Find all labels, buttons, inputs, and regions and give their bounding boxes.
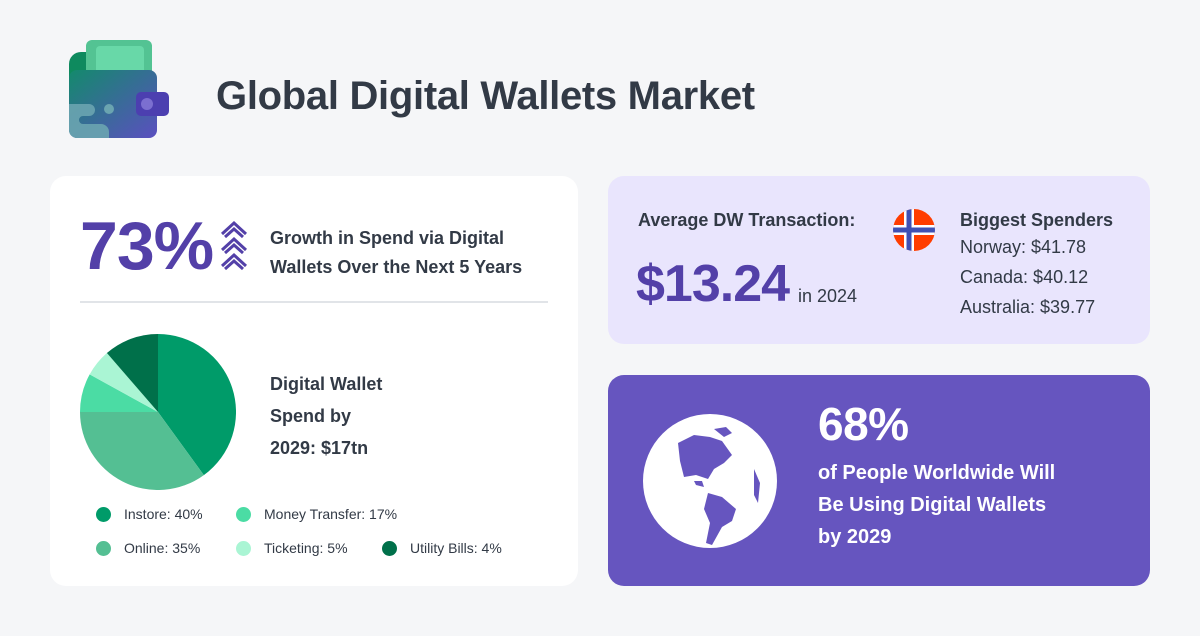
wallet-icon: [69, 40, 169, 138]
spend-label-line: 2029: $17tn: [270, 438, 369, 458]
average-label: Average DW Transaction:: [638, 210, 856, 230]
legend-item-instore: Instore: 40%: [96, 506, 203, 522]
average-year: in 2024: [798, 286, 858, 306]
pie-slice-online: [80, 412, 204, 490]
biggest-spenders: Biggest Spenders Norway: $41.78 Canada: …: [960, 208, 1113, 322]
legend-label: Money Transfer: 17%: [264, 506, 398, 522]
legend-dot-icon: [96, 506, 111, 522]
growth-description: Growth in Spend via Digital Wallets Over…: [270, 228, 523, 277]
spenders-title: Biggest Spenders: [960, 210, 1114, 230]
page-title: Global Digital Wallets Market: [216, 74, 755, 118]
spend-label-line: Digital Wallet: [270, 374, 383, 394]
users-value: 68%: [818, 398, 909, 450]
spender-row: Canada: $40.12: [960, 267, 1089, 287]
legend-dot-icon: [96, 540, 111, 556]
divider: [80, 301, 548, 303]
average-value: $13.24: [636, 255, 790, 313]
legend-item-ticketing: Ticketing: 5%: [236, 540, 348, 556]
legend-label: Instore: 40%: [124, 506, 203, 522]
spend-pie-chart: [80, 334, 236, 490]
legend-dot-icon: [382, 540, 397, 556]
norway-flag-icon: [893, 209, 935, 251]
pie-slice-instore: [158, 334, 236, 476]
spend-card: 73% Growth in Spend via Digital Wallets …: [50, 176, 578, 586]
spender-row: Australia: $39.77: [960, 297, 1096, 317]
legend-item-money-transfer: Money Transfer: 17%: [236, 506, 397, 522]
users-text-line: by 2029: [818, 526, 892, 548]
legend-item-utility-bills: Utility Bills: 4%: [382, 540, 502, 556]
growth-value: 73%: [80, 208, 214, 284]
average-transaction-card: Average DW Transaction: $13.24 in 2024 B…: [608, 176, 1150, 344]
legend-dot-icon: [236, 540, 251, 556]
pie-slice-utility-bills: [106, 334, 158, 412]
legend-item-online: Online: 35%: [96, 540, 200, 556]
spend-label-line: Spend by: [270, 406, 352, 426]
legend-label: Online: 35%: [124, 540, 201, 556]
users-description: of People Worldwide Will Be Using Digita…: [818, 457, 1118, 553]
header: Global Digital Wallets Market: [66, 38, 866, 142]
pie-slice-ticketing: [89, 353, 158, 412]
pie-slice-money-transfer: [80, 374, 158, 412]
spend-label: Digital Wallet Spend by 2029: $17tn: [270, 368, 420, 464]
legend-label: Ticketing: 5%: [264, 540, 348, 556]
users-text-line: of People Worldwide Will: [818, 462, 1056, 484]
spender-row: Norway: $41.78: [960, 237, 1087, 257]
globe-icon: [643, 414, 777, 548]
legend-label: Utility Bills: 4%: [410, 540, 502, 556]
chevrons-up-icon: [220, 220, 248, 271]
users-text-line: Be Using Digital Wallets: [818, 494, 1047, 516]
users-card: 68% of People Worldwide Will Be Using Di…: [608, 375, 1150, 586]
legend-dot-icon: [236, 506, 251, 522]
